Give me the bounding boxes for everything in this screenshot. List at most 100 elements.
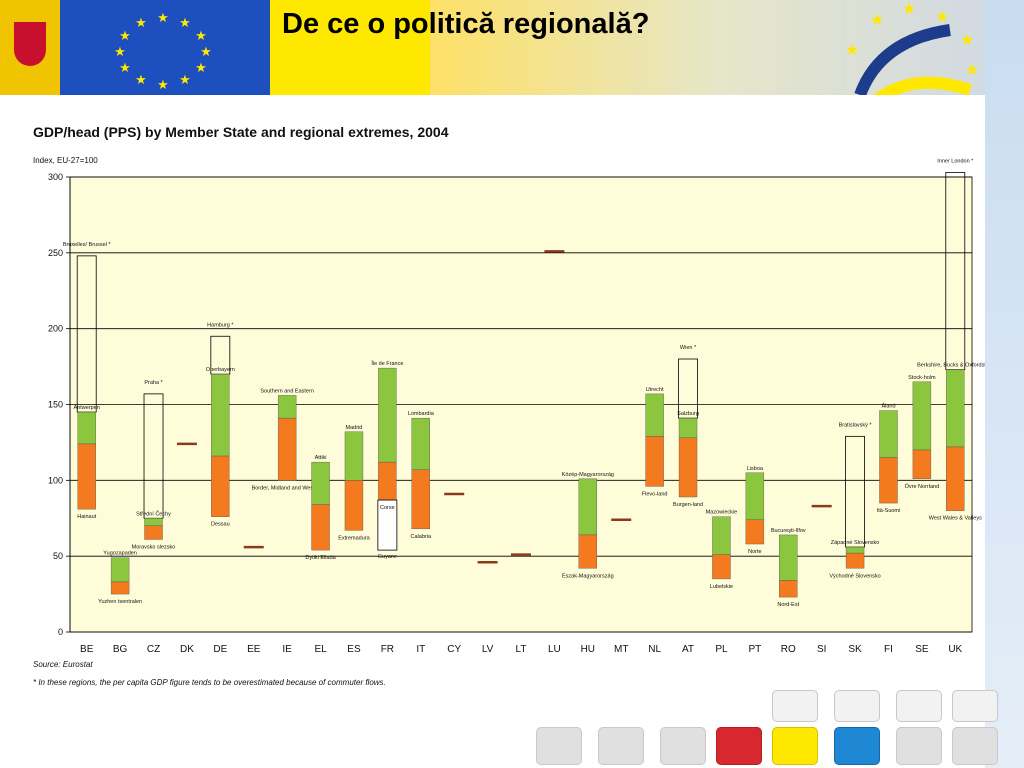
bar-upper bbox=[946, 369, 965, 448]
x-tick-label: ES bbox=[347, 644, 361, 655]
nav-tile-blue[interactable] bbox=[834, 727, 880, 765]
svg-text:★: ★ bbox=[119, 28, 131, 43]
bar-upper bbox=[411, 417, 430, 470]
nav-tile[interactable] bbox=[896, 727, 942, 765]
bar-upper bbox=[912, 381, 932, 451]
min-region-label: Yuzhen tsentralen bbox=[98, 599, 142, 605]
x-tick-label: CY bbox=[447, 644, 461, 655]
x-tick-label: RO bbox=[781, 644, 796, 655]
min-region-label: Itä-Suomi bbox=[877, 508, 901, 514]
capital-region-label: Hamburg * bbox=[207, 322, 234, 328]
max-region-label: Madrid bbox=[346, 425, 363, 431]
nav-tile-yellow[interactable] bbox=[772, 727, 818, 765]
x-tick-label: NL bbox=[648, 644, 661, 655]
x-tick-label: IT bbox=[416, 644, 425, 655]
min-region-label: Flevo-land bbox=[642, 491, 668, 497]
max-region-label: Stock-holm bbox=[908, 375, 936, 381]
y-tick-label: 100 bbox=[48, 475, 63, 485]
min-region-label: Border, Midland and Western bbox=[252, 485, 323, 491]
x-tick-label: FI bbox=[884, 644, 893, 655]
min-region-label: Észak-Magyarország bbox=[562, 572, 614, 579]
x-tick-label: HU bbox=[581, 644, 595, 655]
max-region-label: Lisboa bbox=[747, 466, 764, 472]
nav-tile[interactable] bbox=[660, 727, 706, 765]
max-region-label: Åland bbox=[881, 403, 895, 410]
svg-text:★: ★ bbox=[195, 28, 207, 43]
min-region-label: Burgen-land bbox=[673, 502, 703, 508]
x-tick-label: PL bbox=[715, 644, 728, 655]
bar-lower bbox=[912, 449, 932, 480]
max-region-label: Berkshire, Bucks & Oxfordshire bbox=[917, 363, 985, 369]
bar-upper bbox=[879, 410, 898, 458]
min-region-label: Moravsko slezsko bbox=[132, 544, 176, 550]
svg-text:★: ★ bbox=[960, 32, 974, 49]
min-region-label: Hainaut bbox=[77, 514, 96, 520]
max-region-label: Île de France bbox=[370, 360, 403, 367]
source-note: Source: Eurostat bbox=[33, 660, 93, 669]
nav-tile[interactable] bbox=[952, 690, 998, 722]
bar-upper bbox=[311, 461, 330, 505]
x-tick-label: DE bbox=[213, 644, 227, 655]
min-region-label: West Wales & Valleys bbox=[929, 516, 982, 522]
x-tick-label: SK bbox=[848, 644, 862, 655]
bar-lower bbox=[779, 580, 798, 598]
y-tick-label: 250 bbox=[48, 248, 63, 258]
max-region-label: Southern and Eastern bbox=[260, 388, 314, 394]
nav-tile[interactable] bbox=[536, 727, 582, 765]
bar-upper bbox=[678, 417, 698, 439]
bar-upper bbox=[211, 373, 230, 457]
title-band bbox=[270, 0, 430, 95]
capital-region-label: Bruxelles/ Brussel * bbox=[63, 242, 112, 248]
max-region-label: Salzburg bbox=[677, 411, 699, 417]
max-region-label: Oberbayern bbox=[206, 367, 235, 373]
svg-text:★: ★ bbox=[902, 1, 916, 18]
y-tick-label: 0 bbox=[58, 627, 63, 637]
x-tick-label: BE bbox=[80, 644, 94, 655]
max-region-label: Bucureşti-Ilfov bbox=[771, 528, 806, 534]
bar-lower bbox=[144, 525, 163, 540]
capital-region-label: Bratislavský * bbox=[839, 422, 873, 428]
bar-lower bbox=[211, 455, 230, 517]
x-tick-label: SI bbox=[817, 644, 826, 655]
bar-upper bbox=[277, 395, 297, 419]
nav-tile[interactable] bbox=[772, 690, 818, 722]
max-region-label: Západné Slovensko bbox=[831, 540, 880, 546]
svg-text:★: ★ bbox=[119, 60, 131, 75]
y-tick-label: 50 bbox=[53, 551, 63, 561]
bar-lower bbox=[344, 480, 364, 531]
x-tick-label: UK bbox=[948, 644, 962, 655]
nav-tile[interactable] bbox=[952, 727, 998, 765]
svg-text:★: ★ bbox=[135, 15, 147, 30]
svg-text:★: ★ bbox=[114, 44, 126, 59]
bar-upper bbox=[779, 534, 798, 581]
x-tick-label: AT bbox=[682, 644, 694, 655]
nav-tile[interactable] bbox=[598, 727, 644, 765]
bar-lower bbox=[946, 446, 965, 511]
min-region-label: Övre Norrland bbox=[905, 483, 940, 490]
bar-lower bbox=[77, 443, 96, 510]
bar-upper bbox=[845, 546, 865, 554]
bar-lower bbox=[411, 469, 430, 530]
bar-upper bbox=[144, 518, 163, 527]
max-region-label: Utrecht bbox=[646, 387, 664, 393]
bar-upper bbox=[344, 431, 364, 481]
chart-title: GDP/head (PPS) by Member State and regio… bbox=[33, 124, 449, 140]
bar-lower bbox=[678, 437, 698, 498]
svg-text:★: ★ bbox=[179, 15, 191, 30]
page-title: De ce o politică regională? bbox=[282, 8, 650, 40]
slide-header: ★ ★ ★ ★ ★ ★ ★ ★ ★ ★ ★ ★ De ce o politică regiona… bbox=[0, 0, 1024, 116]
svg-text:★: ★ bbox=[845, 42, 859, 59]
min-region-label: Východné Slovensko bbox=[829, 573, 880, 579]
min-region-label: Corse bbox=[380, 505, 395, 511]
svg-text:★: ★ bbox=[179, 72, 191, 87]
x-tick-label: CZ bbox=[147, 644, 160, 655]
svg-text:★: ★ bbox=[157, 77, 169, 92]
bar-lower bbox=[745, 519, 765, 545]
nav-tile[interactable] bbox=[834, 690, 880, 722]
nav-tile-red[interactable] bbox=[716, 727, 762, 765]
svg-text:★: ★ bbox=[135, 72, 147, 87]
max-region-label: Antwerpen bbox=[74, 405, 100, 411]
nav-tile[interactable] bbox=[896, 690, 942, 722]
bar-upper bbox=[712, 516, 731, 555]
svg-text:★: ★ bbox=[965, 62, 979, 79]
